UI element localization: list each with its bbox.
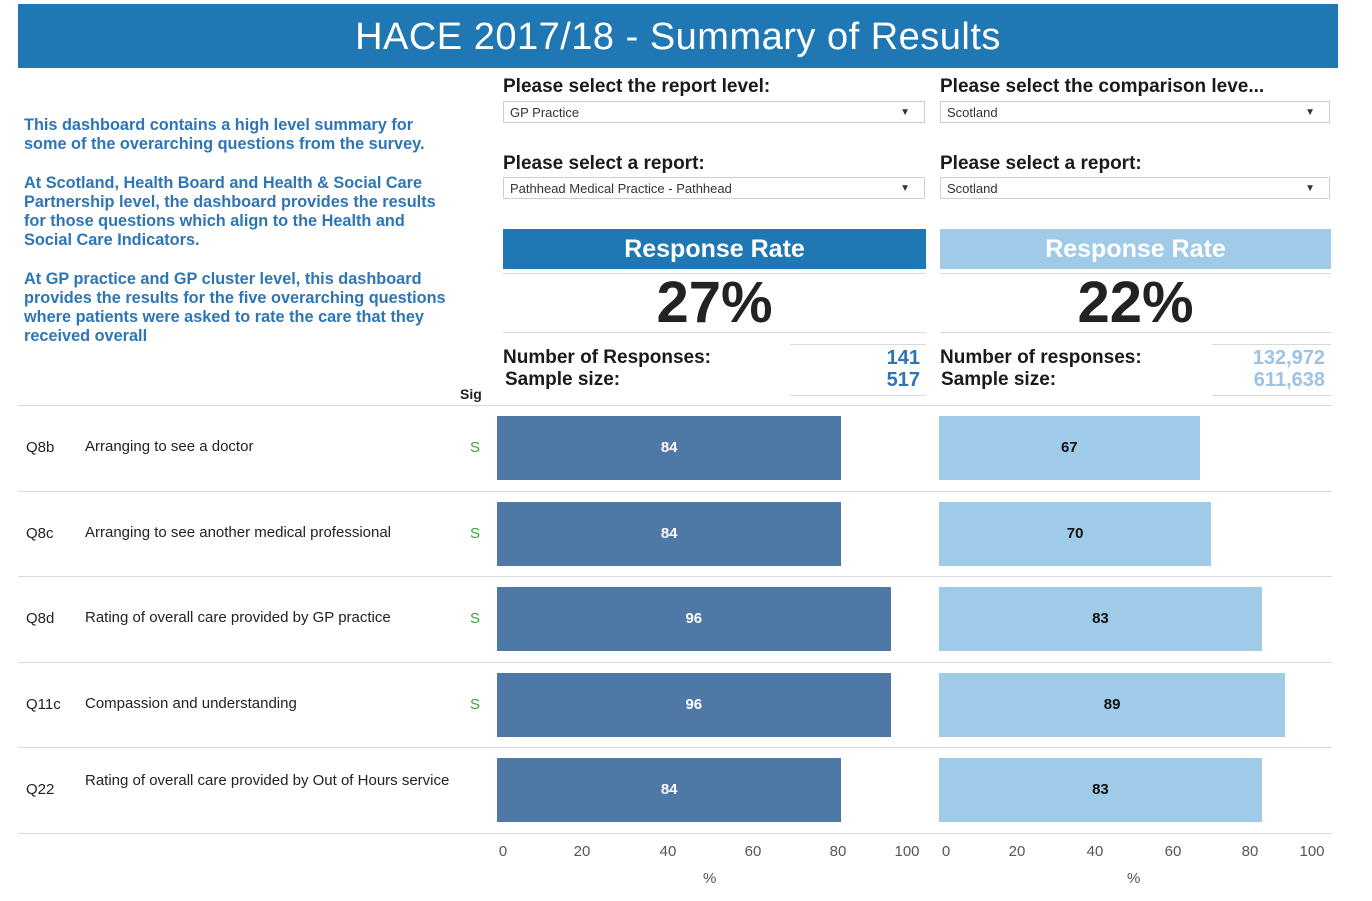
comparison-bar-value-label: 83 [1092, 610, 1109, 627]
comparison-bar-q11c[interactable]: 89 [939, 673, 1286, 737]
comparison-level-dropdown[interactable]: Scotland ▼ [940, 101, 1330, 123]
question-text: Arranging to see another medical profess… [85, 524, 392, 541]
comparison-sample-size-label: Sample size: [941, 369, 1057, 390]
row-divider [18, 662, 1332, 663]
practice-bar-q22[interactable]: 84 [497, 758, 842, 822]
comparison-axis-tick-label: 0 [941, 843, 951, 860]
chevron-down-icon: ▼ [1305, 183, 1315, 194]
divider [1212, 395, 1331, 396]
comparison-bar-value-label: 67 [1060, 439, 1078, 456]
question-text: Rating of overall care provided by Out o… [85, 772, 450, 789]
practice-axis-tick-label: 100 [894, 843, 920, 860]
response-rate-header: Response Rate [503, 229, 926, 269]
intro-text: This dashboard contains a high level sum… [24, 116, 454, 394]
practice-bar-value-label: 84 [660, 781, 678, 798]
report-level-label: Please select the report level: [503, 76, 771, 97]
comparison-response-rate-header: Response Rate [940, 229, 1331, 269]
sig-column-header: Sig [460, 386, 482, 402]
row-divider [18, 833, 1332, 834]
question-code: Q8b [26, 439, 55, 456]
chevron-down-icon: ▼ [900, 183, 910, 194]
row-divider [18, 491, 1332, 492]
comparison-bar-q8c[interactable]: 70 [939, 502, 1212, 566]
comparison-report-value: Scotland [947, 181, 998, 196]
divider [790, 395, 926, 396]
comparison-sample-size-value: 611,638 [1253, 369, 1325, 391]
intro-paragraph-3: At GP practice and GP cluster level, thi… [24, 269, 446, 346]
divider [503, 273, 926, 274]
practice-bar-q8d[interactable]: 96 [497, 587, 891, 651]
practice-axis-tick-label: 40 [659, 843, 677, 860]
practice-bar-value-label: 84 [660, 525, 678, 542]
comparison-axis-tick-label: 80 [1241, 843, 1259, 860]
sample-size-label: Sample size: [505, 369, 621, 390]
divider [790, 344, 926, 345]
question-code: Q22 [26, 781, 55, 798]
sig-indicator: S [470, 696, 481, 713]
question-text: Arranging to see a doctor [85, 438, 254, 455]
practice-axis-title: % [703, 870, 717, 887]
practice-bar-q8c[interactable]: 84 [497, 502, 842, 566]
practice-axis-tick-label: 20 [573, 843, 591, 860]
practice-bar-q11c[interactable]: 96 [497, 673, 891, 737]
question-text: Rating of overall care provided by GP pr… [85, 609, 391, 626]
practice-bar-value-label: 96 [685, 696, 703, 713]
comparison-bar-q8d[interactable]: 83 [939, 587, 1262, 651]
practice-bar-value-label: 96 [685, 610, 703, 627]
sig-indicator: S [470, 525, 481, 542]
question-text: Compassion and understanding [85, 695, 297, 712]
practice-axis-tick-label: 0 [498, 843, 508, 860]
comparison-bar-q8b[interactable]: 67 [939, 416, 1200, 480]
comparison-bar-value-label: 89 [1103, 696, 1121, 713]
practice-axis-tick-label: 80 [829, 843, 847, 860]
comparison-bar-value-label: 70 [1066, 525, 1084, 542]
report-level-dropdown[interactable]: GP Practice ▼ [503, 101, 925, 123]
comparison-bar-q22[interactable]: 83 [939, 758, 1262, 822]
comparison-axis-tick-label: 60 [1164, 843, 1182, 860]
practice-bar-value-label: 84 [660, 439, 678, 456]
comparison-responses-value: 132,972 [1252, 347, 1325, 369]
comparison-responses-label: Number of responses: [940, 347, 1142, 368]
sig-indicator: S [470, 439, 481, 456]
practice-axis-tick-label: 60 [744, 843, 762, 860]
response-rate-value: 27% [656, 270, 773, 335]
divider [1212, 344, 1331, 345]
question-code: Q8c [26, 525, 54, 542]
comparison-bar-value-label: 83 [1092, 781, 1109, 798]
responses-value: 141 [886, 347, 920, 369]
comparison-response-rate-value: 22% [1077, 270, 1194, 335]
chevron-down-icon: ▼ [900, 107, 910, 118]
practice-bar-q8b[interactable]: 84 [497, 416, 842, 480]
report-select-label: Please select a report: [503, 153, 705, 174]
sample-size-value: 517 [886, 369, 920, 391]
sig-indicator: S [470, 610, 481, 627]
chevron-down-icon: ▼ [1305, 107, 1315, 118]
row-divider [18, 747, 1332, 748]
report-level-value: GP Practice [510, 105, 580, 120]
comparison-level-value: Scotland [947, 105, 998, 120]
comparison-axis-tick-label: 40 [1086, 843, 1104, 860]
responses-label: Number of Responses: [503, 347, 711, 368]
dashboard-title: HACE 2017/18 - Summary of Results [18, 4, 1338, 68]
divider [940, 273, 1331, 274]
intro-paragraph-1: This dashboard contains a high level sum… [24, 116, 425, 154]
report-select-value: Pathhead Medical Practice - Pathhead [510, 181, 732, 196]
report-select-dropdown[interactable]: Pathhead Medical Practice - Pathhead ▼ [503, 177, 925, 199]
comparison-axis-title: % [1127, 870, 1141, 887]
comparison-report-dropdown[interactable]: Scotland ▼ [940, 177, 1330, 199]
comparison-axis-tick-label: 20 [1008, 843, 1026, 860]
divider [940, 332, 1331, 333]
question-code: Q8d [26, 610, 55, 627]
row-divider [18, 405, 1332, 406]
intro-paragraph-2: At Scotland, Health Board and Health & S… [24, 173, 436, 250]
comparison-report-label: Please select a report: [940, 153, 1142, 174]
comparison-axis-tick-label: 100 [1299, 843, 1325, 860]
question-code: Q11c [26, 696, 61, 713]
comparison-level-label: Please select the comparison leve... [940, 76, 1265, 97]
divider [503, 332, 926, 333]
row-divider [18, 576, 1332, 577]
